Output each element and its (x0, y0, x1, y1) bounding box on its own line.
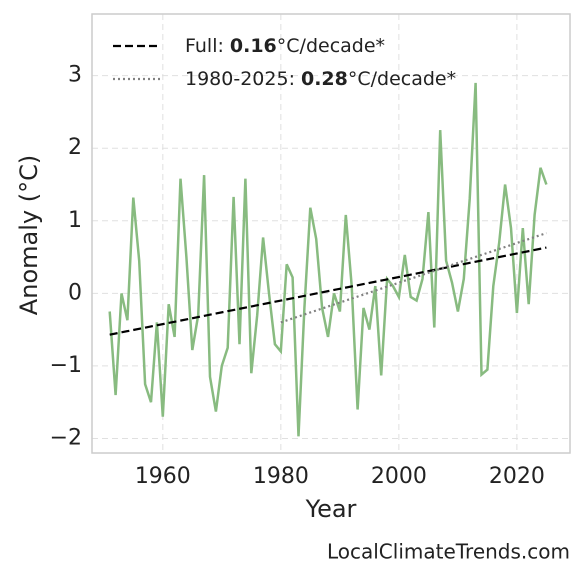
y-tick-label: 1 (68, 208, 82, 233)
x-tick-label: 1980 (253, 464, 309, 489)
y-tick-label: −2 (50, 425, 82, 450)
x-tick-label: 2000 (371, 464, 427, 489)
x-tick-label: 1960 (135, 464, 191, 489)
legend-unit: °C/decade* (348, 68, 456, 90)
y-tick-label: 0 (68, 280, 82, 305)
legend-rate: 0.28 (301, 68, 348, 90)
y-tick-label: 3 (68, 63, 82, 88)
trend-line (109, 246, 547, 336)
plot-frame (91, 13, 571, 454)
legend-label: 1980-2025: 0.28°C/decade* (185, 68, 456, 90)
y-axis-label: Anomaly (°C) (15, 155, 43, 315)
y-tick-label: −1 (50, 353, 82, 378)
y-tick-label: 2 (68, 135, 82, 160)
x-tick-label: 2020 (489, 464, 545, 489)
data-line (108, 82, 548, 437)
legend-unit: °C/decade* (277, 35, 385, 57)
legend-label: Full: 0.16°C/decade* (185, 35, 385, 57)
legend-name: Full: (185, 35, 224, 57)
source: LocalClimateTrends.com (327, 540, 570, 564)
legend-rate: 0.16 (230, 35, 277, 57)
x-axis-label: Year (305, 495, 357, 523)
trend-line (280, 232, 547, 324)
legend-name: 1980-2025: (185, 68, 295, 90)
